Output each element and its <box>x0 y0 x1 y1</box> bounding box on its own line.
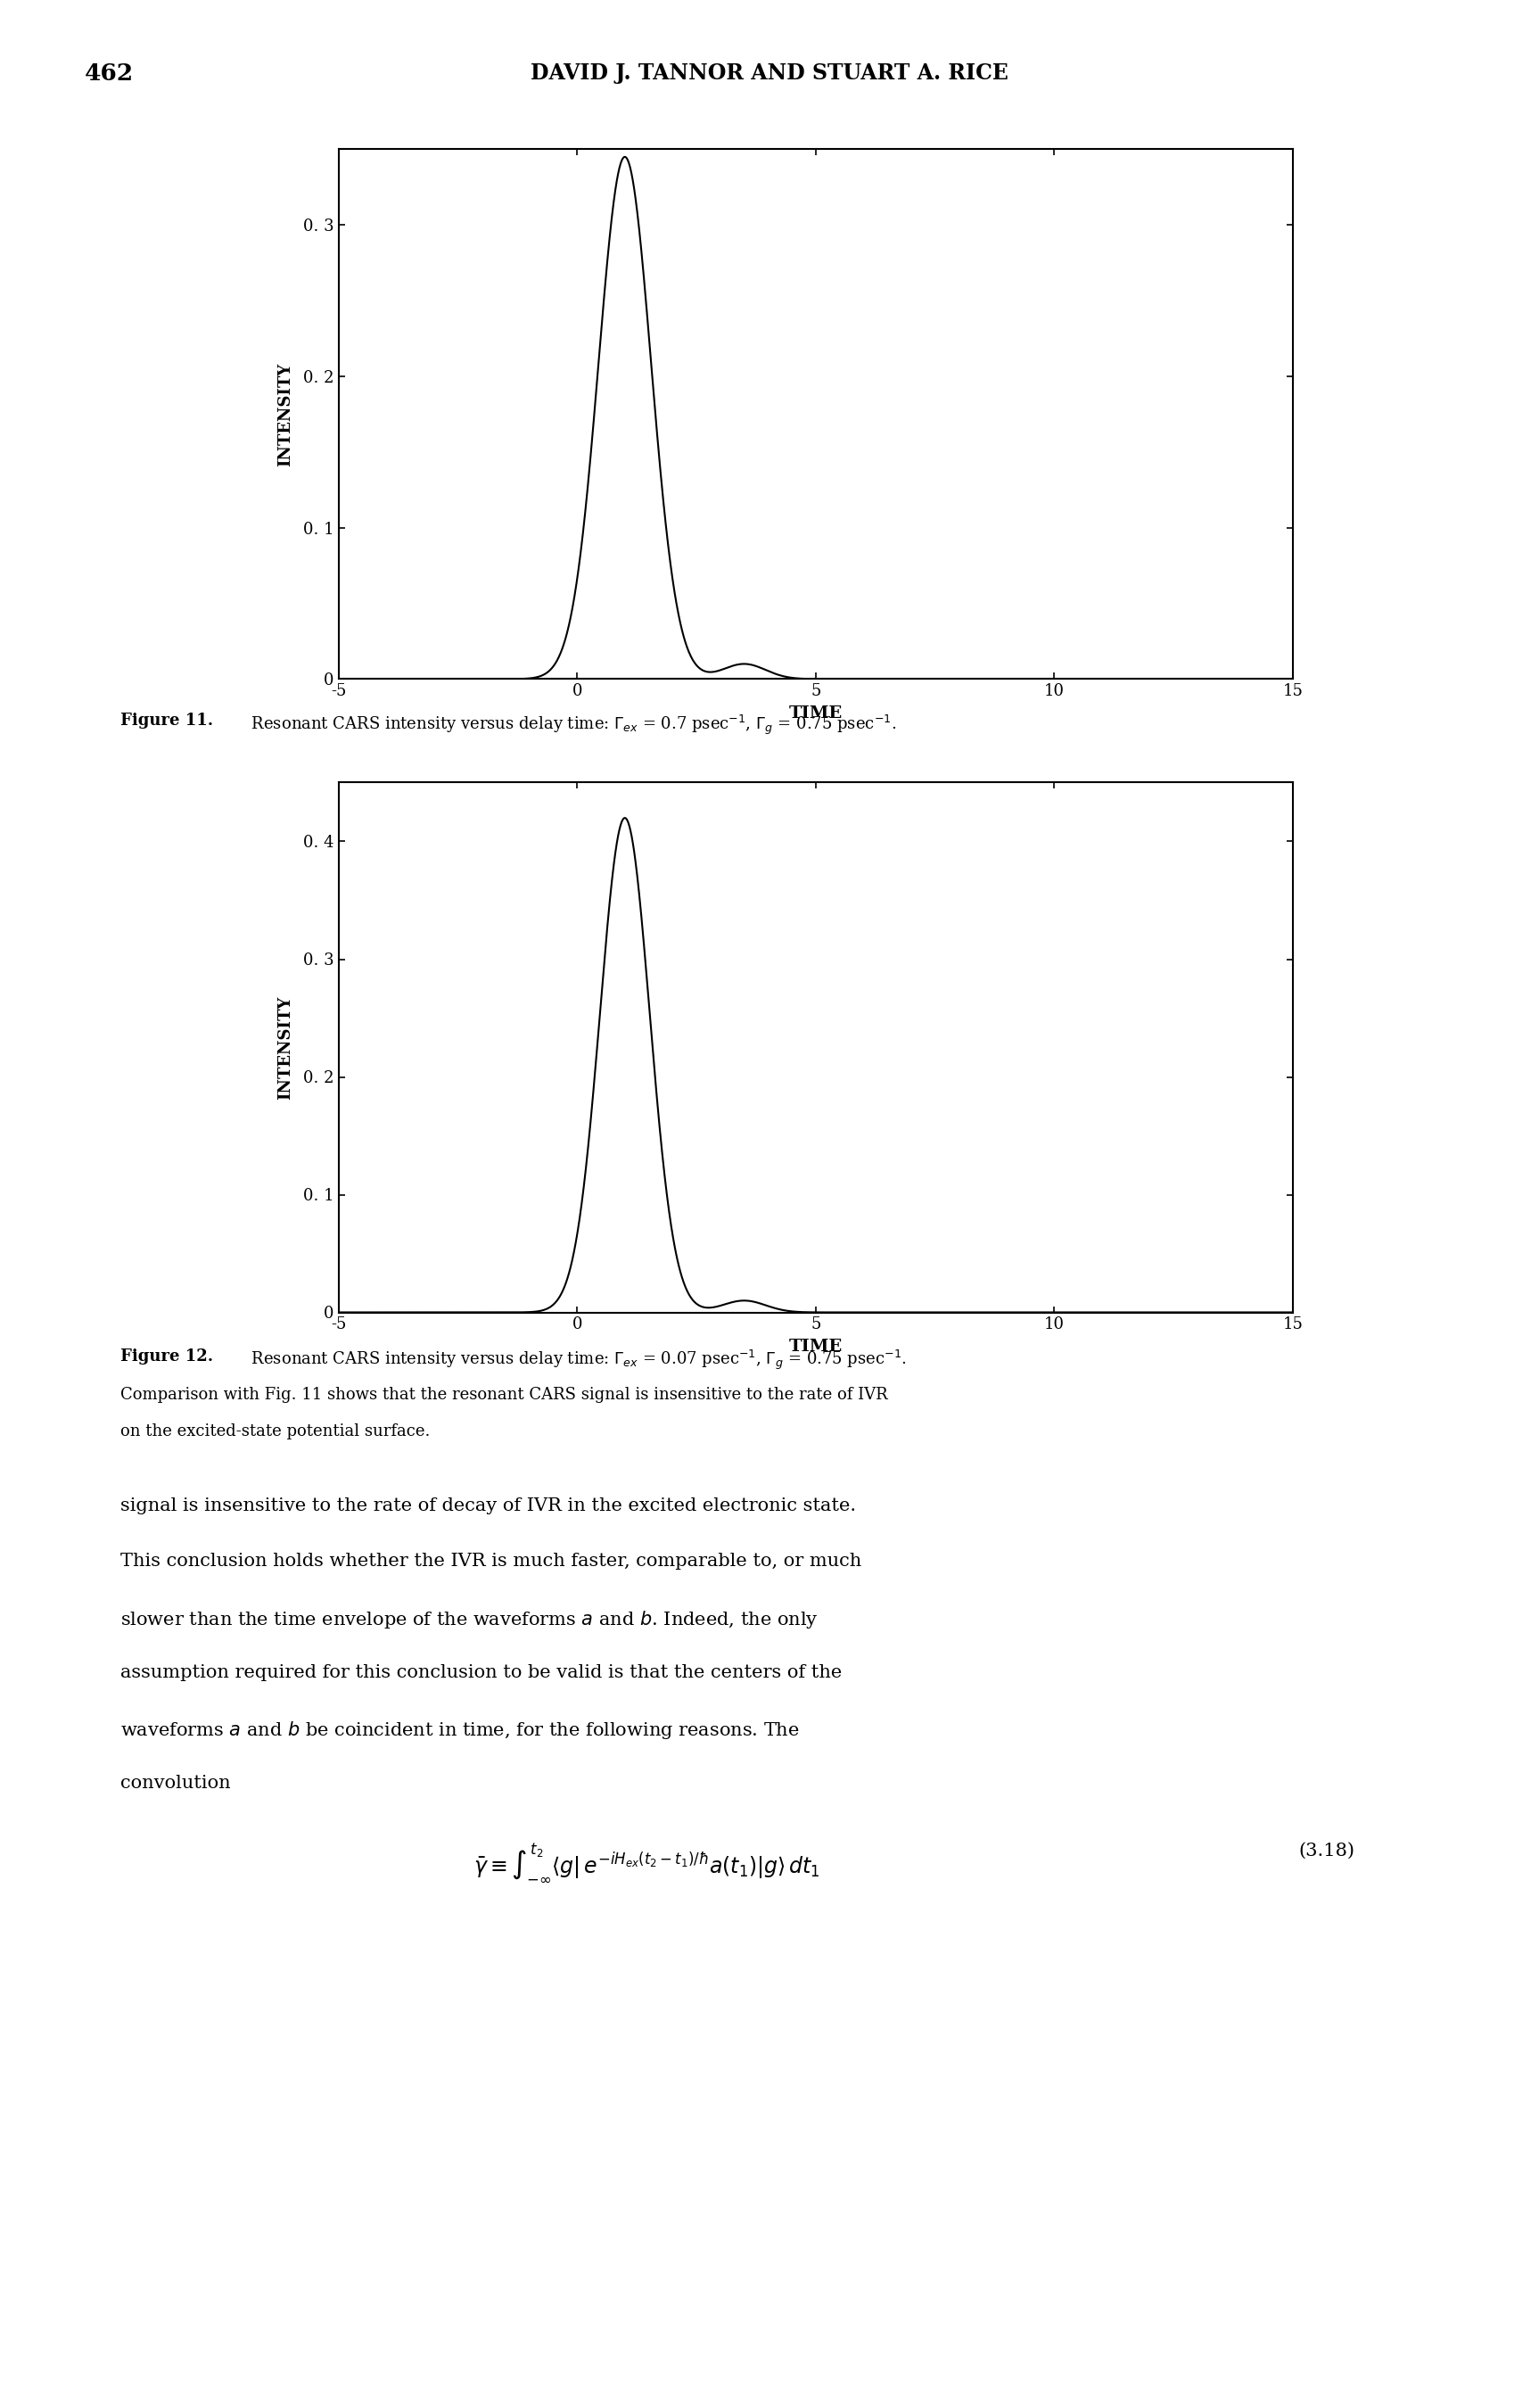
Text: This conclusion holds whether the IVR is much faster, comparable to, or much: This conclusion holds whether the IVR is… <box>120 1553 862 1570</box>
Text: Figure 12.: Figure 12. <box>120 1348 212 1365</box>
Y-axis label: INTENSITY: INTENSITY <box>277 995 294 1100</box>
Text: on the excited-state potential surface.: on the excited-state potential surface. <box>120 1423 429 1440</box>
Text: 462: 462 <box>85 63 134 84</box>
Text: (3.18): (3.18) <box>1297 1842 1354 1859</box>
Text: convolution: convolution <box>120 1775 231 1792</box>
Text: $\bar{\gamma} \equiv \int_{-\infty}^{t_2} \langle g | \, e^{-iH_{ex}(t_2 - t_1)/: $\bar{\gamma} \equiv \int_{-\infty}^{t_2… <box>472 1842 820 1883</box>
Text: waveforms $a$ and $b$ be coincident in time, for the following reasons. The: waveforms $a$ and $b$ be coincident in t… <box>120 1719 799 1741</box>
Text: slower than the time envelope of the waveforms $a$ and $b$. Indeed, the only: slower than the time envelope of the wav… <box>120 1609 817 1630</box>
Text: DAVID J. TANNOR AND STUART A. RICE: DAVID J. TANNOR AND STUART A. RICE <box>531 63 1008 84</box>
Text: signal is insensitive to the rate of decay of IVR in the excited electronic stat: signal is insensitive to the rate of dec… <box>120 1498 856 1515</box>
Text: Figure 11.: Figure 11. <box>120 713 212 730</box>
Text: Comparison with Fig. 11 shows that the resonant CARS signal is insensitive to th: Comparison with Fig. 11 shows that the r… <box>120 1387 888 1404</box>
X-axis label: TIME: TIME <box>790 1339 842 1356</box>
X-axis label: TIME: TIME <box>790 706 842 722</box>
Text: Resonant CARS intensity versus delay time: $\Gamma_{ex}$ = 0.07 psec$^{-1}$, $\G: Resonant CARS intensity versus delay tim… <box>246 1348 906 1373</box>
Y-axis label: INTENSITY: INTENSITY <box>277 361 294 467</box>
Text: Resonant CARS intensity versus delay time: $\Gamma_{ex}$ = 0.7 psec$^{-1}$, $\Ga: Resonant CARS intensity versus delay tim… <box>246 713 897 737</box>
Text: assumption required for this conclusion to be valid is that the centers of the: assumption required for this conclusion … <box>120 1664 842 1681</box>
